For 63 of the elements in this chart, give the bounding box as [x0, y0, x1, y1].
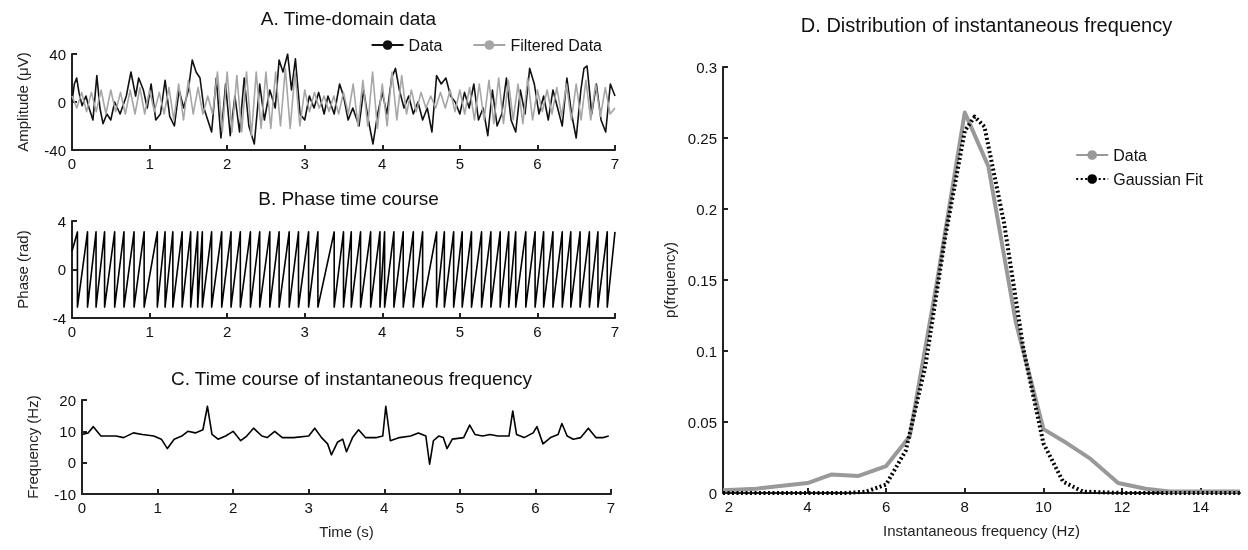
y-tick-label: -10: [54, 485, 76, 503]
y-tick-label: 0: [57, 93, 66, 111]
x-tick-label: 3: [304, 499, 313, 516]
y-tick-label: 0.3: [696, 58, 717, 76]
x-tick-label: 0: [77, 499, 87, 516]
chart-title: D. Distribution of instantaneous frequency: [800, 14, 1173, 36]
y-tick-label: 0.25: [687, 129, 717, 147]
y-axis-title: Phase (rad): [14, 230, 31, 309]
x-tick-label: 7: [606, 499, 616, 516]
legend-label: Gaussian Fit: [1113, 170, 1204, 188]
chart-title: C. Time course of instantaneous frequency: [170, 368, 533, 389]
legend-label: Data: [1113, 146, 1148, 164]
y-tick-label: 4: [57, 212, 66, 230]
x-tick-label: 7: [610, 323, 620, 340]
x-axis-title: Instantaneous frequency (Hz): [883, 522, 1080, 539]
line-series: [71, 67, 616, 137]
x-axis-title: Time (s): [319, 523, 374, 540]
legend-label: Data: [408, 36, 443, 54]
x-tick-label: 2: [724, 498, 734, 515]
x-tick-label: 4: [378, 155, 387, 172]
y-tick-label: 0: [57, 261, 66, 278]
y-tick-label: 40: [49, 45, 66, 63]
x-tick-label: 5: [455, 155, 465, 172]
y-tick-label: 10: [59, 422, 76, 440]
y-tick-label: 0: [708, 484, 717, 502]
line-series: [81, 405, 610, 466]
chart-title: B. Phase time course: [258, 188, 439, 209]
y-tick-label: 0: [67, 454, 76, 472]
y-axis-title: Amplitude (μV): [14, 52, 31, 152]
x-tick-label: 6: [533, 155, 542, 172]
chart-title: A. Time-domain data: [260, 8, 437, 29]
x-tick-label: 4: [380, 499, 389, 516]
x-tick-label: 4: [378, 323, 387, 340]
x-tick-label: 6: [533, 323, 542, 340]
x-tick-label: 12: [1113, 498, 1131, 515]
y-axis-title: Frequency (Hz): [24, 395, 41, 499]
x-tick-label: 6: [881, 498, 891, 515]
y-tick-label: 0.1: [696, 342, 717, 360]
x-tick-label: 1: [145, 323, 154, 340]
x-tick-label: 6: [531, 499, 540, 516]
y-tick-label: 0.05: [687, 413, 717, 431]
x-tick-label: 8: [960, 498, 969, 515]
x-tick-label: 14: [1192, 498, 1210, 515]
x-tick-label: 3: [300, 323, 309, 340]
y-tick-label: -4: [52, 309, 66, 327]
x-tick-label: 1: [153, 499, 162, 516]
x-tick-label: 2: [228, 499, 238, 516]
x-tick-label: 10: [1035, 498, 1052, 515]
legend-label: Filtered Data: [510, 36, 603, 54]
x-tick-label: 2: [222, 323, 232, 340]
y-tick-label: -40: [44, 141, 66, 159]
x-tick-label: 2: [222, 155, 232, 172]
x-tick-label: 1: [145, 155, 154, 172]
x-tick-label: 5: [455, 323, 465, 340]
x-tick-label: 5: [455, 499, 465, 516]
x-tick-label: 7: [610, 155, 620, 172]
y-axis-title: p(frquency): [660, 242, 678, 318]
x-tick-label: 4: [803, 498, 812, 515]
y-tick-label: 0.15: [687, 271, 717, 289]
y-tick-label: 0.2: [696, 200, 717, 218]
line-series: [71, 53, 616, 145]
x-tick-label: 3: [300, 155, 309, 172]
y-tick-label: 20: [59, 391, 76, 409]
